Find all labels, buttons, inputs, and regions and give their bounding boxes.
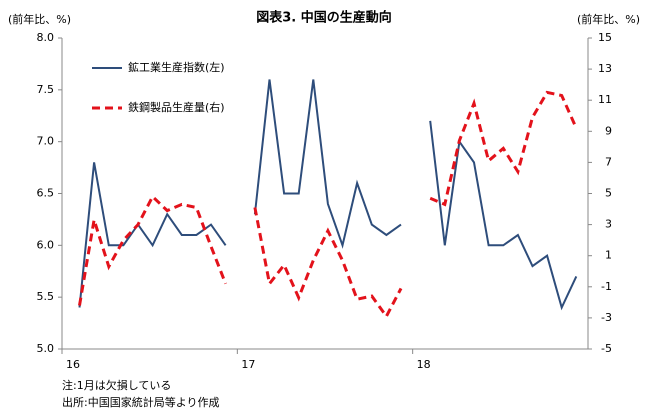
y2-tick-label: -1: [601, 280, 612, 293]
y2-tick-label: 1: [605, 249, 612, 262]
y2-tick-label: 7: [605, 155, 612, 168]
y2-tick-label: 13: [598, 62, 612, 75]
y-tick-label: 6.0: [37, 238, 55, 251]
note: 出所:中国国家統計局等より作成: [62, 395, 220, 409]
x-tick-label: 18: [417, 358, 431, 371]
y2-tick-label: 9: [605, 124, 612, 137]
note: 注:1月は欠損している: [62, 378, 171, 392]
series-line: [78, 79, 578, 311]
y2-axis-label: (前年比、%): [577, 12, 640, 26]
y-tick-label: 5.5: [37, 290, 55, 303]
y2-tick-label: -5: [601, 342, 612, 355]
series-line: [78, 90, 578, 320]
y2-tick-label: 3: [605, 218, 612, 231]
y-tick-label: 7.5: [37, 83, 55, 96]
y-tick-label: 7.0: [37, 135, 55, 148]
y-tick-label: 5.0: [37, 342, 55, 355]
y2-tick-label: -3: [601, 311, 612, 324]
legend-label: 鉄鋼製品生産量(右): [128, 100, 225, 114]
y2-tick-label: 5: [605, 187, 612, 200]
legend-label: 鉱工業生産指数(左): [128, 60, 225, 74]
x-tick-label: 17: [241, 358, 255, 371]
x-tick-label: 16: [66, 358, 80, 371]
y-tick-label: 8.0: [37, 31, 55, 44]
y2-tick-label: 11: [598, 93, 612, 106]
chart-title: 図表3. 中国の生産動向: [256, 10, 392, 26]
y-tick-label: 6.5: [37, 187, 55, 200]
y-axis-label: (前年比、%): [8, 12, 71, 26]
y2-tick-label: 15: [598, 31, 612, 44]
